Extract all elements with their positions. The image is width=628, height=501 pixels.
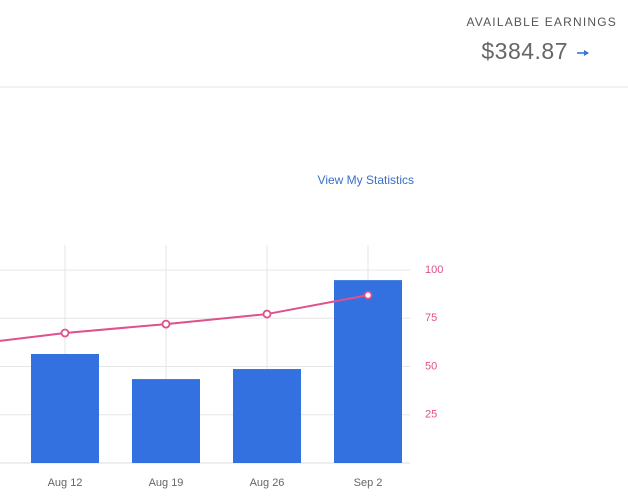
line-point <box>161 319 171 329</box>
x-tick-label: Aug 12 <box>48 477 83 489</box>
bar <box>334 280 402 463</box>
y-tick-label: 75 <box>425 312 437 324</box>
x-tick-label: Aug 26 <box>250 477 285 489</box>
arrow-icon[interactable] <box>577 50 589 56</box>
y-tick-label: 50 <box>425 360 437 372</box>
earnings-amount: $384.87 <box>481 38 568 64</box>
line <box>0 294 369 342</box>
line-point <box>262 309 272 319</box>
y-tick-label: 100 <box>425 264 443 276</box>
earnings-label: AVAILABLE EARNINGS <box>466 15 617 29</box>
line-point <box>363 290 373 300</box>
y-tick-label: 25 <box>425 409 437 421</box>
line-point <box>60 328 70 338</box>
bar <box>233 369 301 463</box>
x-tick-label: Sep 2 <box>354 477 383 489</box>
x-tick-label: Aug 19 <box>149 477 184 489</box>
bar <box>31 354 99 463</box>
statistics-link[interactable]: View My Statistics <box>318 173 414 187</box>
bar <box>132 379 200 463</box>
chart: 25 50 75 100 Aug 12 Aug 19 Aug 26 Sep 2 <box>0 245 443 489</box>
arrow-head <box>584 50 589 56</box>
